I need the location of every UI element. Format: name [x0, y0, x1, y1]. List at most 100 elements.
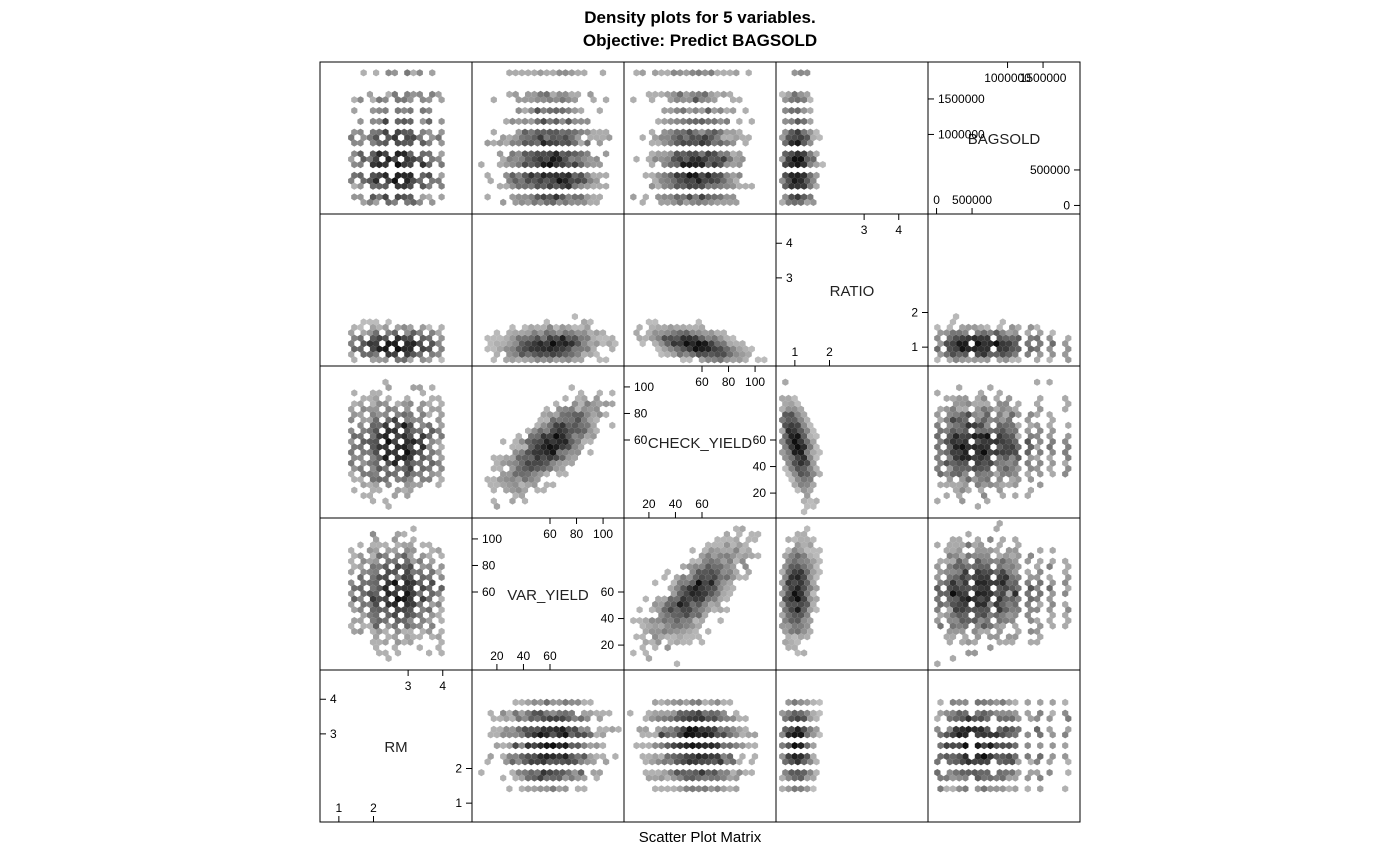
- hexbin-cell: [800, 465, 808, 473]
- hexbin-cell: [730, 171, 737, 179]
- hexbin-cell: [999, 557, 1006, 565]
- hexbin-cell: [1062, 731, 1069, 739]
- hexbin-cell: [531, 198, 538, 206]
- hexbin-cell: [937, 459, 944, 467]
- hexbin-cell: [661, 725, 668, 733]
- hexbin-cell: [807, 193, 814, 201]
- hexbin-cell: [416, 611, 423, 619]
- hexbin-cell: [534, 107, 541, 115]
- hexbin-cell: [556, 340, 563, 348]
- hexbin-cell: [661, 334, 668, 342]
- hexbin-cell: [981, 731, 988, 739]
- hexbin-cell: [534, 96, 541, 104]
- hexbin-cell: [1005, 731, 1013, 739]
- hexbin-cell: [733, 155, 740, 163]
- hexbin-cell: [714, 329, 721, 337]
- hexbin-cell: [553, 356, 560, 364]
- hexbin-cell: [788, 161, 795, 169]
- hexbin-cell: [521, 486, 529, 494]
- hexbin-cell: [974, 536, 981, 544]
- hexbin-cell: [525, 470, 532, 478]
- hexbin-cell: [949, 752, 957, 760]
- hexbin-cell: [810, 481, 817, 489]
- hexbin-cell: [404, 459, 411, 467]
- hexbin-cell: [714, 698, 721, 706]
- hexbin-cell: [559, 432, 566, 440]
- hexbin-cell: [661, 117, 668, 125]
- hexbin-cell: [540, 150, 547, 158]
- hexbin-cell: [993, 405, 1000, 413]
- hexbin-cell: [351, 627, 358, 635]
- hexbin-cell: [701, 600, 709, 608]
- hexbin-cell: [562, 134, 569, 142]
- tick-label: 2: [826, 345, 833, 359]
- hexbin-cell: [667, 595, 674, 603]
- hexbin-cell: [515, 193, 522, 201]
- hexbin-cell: [785, 698, 792, 706]
- hexbin-cell: [1065, 443, 1072, 451]
- hexbin-cell: [701, 709, 709, 717]
- hexbin-cell: [664, 329, 671, 337]
- hexbin-cell: [956, 340, 963, 348]
- hexbin-cell: [590, 345, 597, 353]
- hexbin-cell: [692, 617, 699, 625]
- hexbin-cell: [373, 481, 380, 489]
- hexbin-cell: [701, 546, 709, 554]
- hexbin-cell: [937, 340, 944, 348]
- hexbin-cell: [794, 139, 801, 147]
- hexbin-cell: [642, 193, 649, 201]
- hexbin-cell: [357, 617, 364, 625]
- hexbin-cell: [742, 573, 749, 581]
- hexbin-cell: [1015, 606, 1022, 614]
- hexbin-cell: [680, 107, 687, 115]
- hexbin-cell: [593, 709, 600, 717]
- hexbin-cell: [698, 193, 706, 201]
- hexbin-cell: [791, 557, 798, 565]
- hexbin-cell: [779, 590, 786, 598]
- hexbin-cell: [959, 541, 966, 549]
- hexbin-cell: [962, 579, 969, 587]
- hexbin-cell: [506, 481, 513, 489]
- hexbin-cell: [1024, 438, 1031, 446]
- hexbin-cell: [1037, 557, 1044, 565]
- hexbin-cell: [490, 454, 497, 462]
- hexbin-cell: [971, 606, 978, 614]
- hexbin-cell: [946, 334, 953, 342]
- hexbin-cell: [689, 742, 696, 750]
- hexbin-cell: [658, 198, 665, 206]
- hexbin-cell: [574, 90, 582, 98]
- hexbin-cell: [949, 622, 957, 630]
- hexbin-cell: [376, 573, 383, 581]
- hexbin-cell: [416, 438, 423, 446]
- hexbin-cell: [708, 546, 715, 554]
- hexbin-cell: [404, 177, 411, 185]
- hexbin-cell: [500, 742, 507, 750]
- hexbin-cell: [720, 350, 727, 358]
- hexbin-cell: [683, 198, 690, 206]
- hexbin-cell: [382, 345, 389, 353]
- hexbin-cell: [512, 709, 519, 717]
- hexbin-cell: [559, 96, 566, 104]
- hexbin-cell: [720, 742, 727, 750]
- hexbin-cell: [652, 579, 659, 587]
- hexbin-cell: [534, 193, 541, 201]
- hexbin-cell: [599, 329, 607, 337]
- hexbin-cell: [974, 481, 981, 489]
- hexbin-cell: [959, 725, 966, 733]
- hexbin-cell: [562, 394, 569, 402]
- hexbin-cell: [999, 590, 1006, 598]
- hexbin-cell: [788, 421, 795, 429]
- hexbin-cell: [369, 128, 377, 136]
- hexbin-cell: [645, 731, 653, 739]
- hexbin-cell: [701, 731, 709, 739]
- hexbin-cell: [528, 107, 535, 115]
- hexbin-cell: [438, 150, 445, 158]
- hexbin-cell: [934, 769, 941, 777]
- hexbin-cell: [351, 552, 358, 560]
- chart-title-line2: Objective: Predict BAGSOLD: [582, 31, 818, 50]
- hexbin-cell: [639, 731, 646, 739]
- hexbin-cell: [648, 96, 656, 104]
- hexbin-cell: [581, 155, 588, 163]
- hexbin-cell: [438, 128, 445, 136]
- hexbin-cell: [981, 742, 988, 750]
